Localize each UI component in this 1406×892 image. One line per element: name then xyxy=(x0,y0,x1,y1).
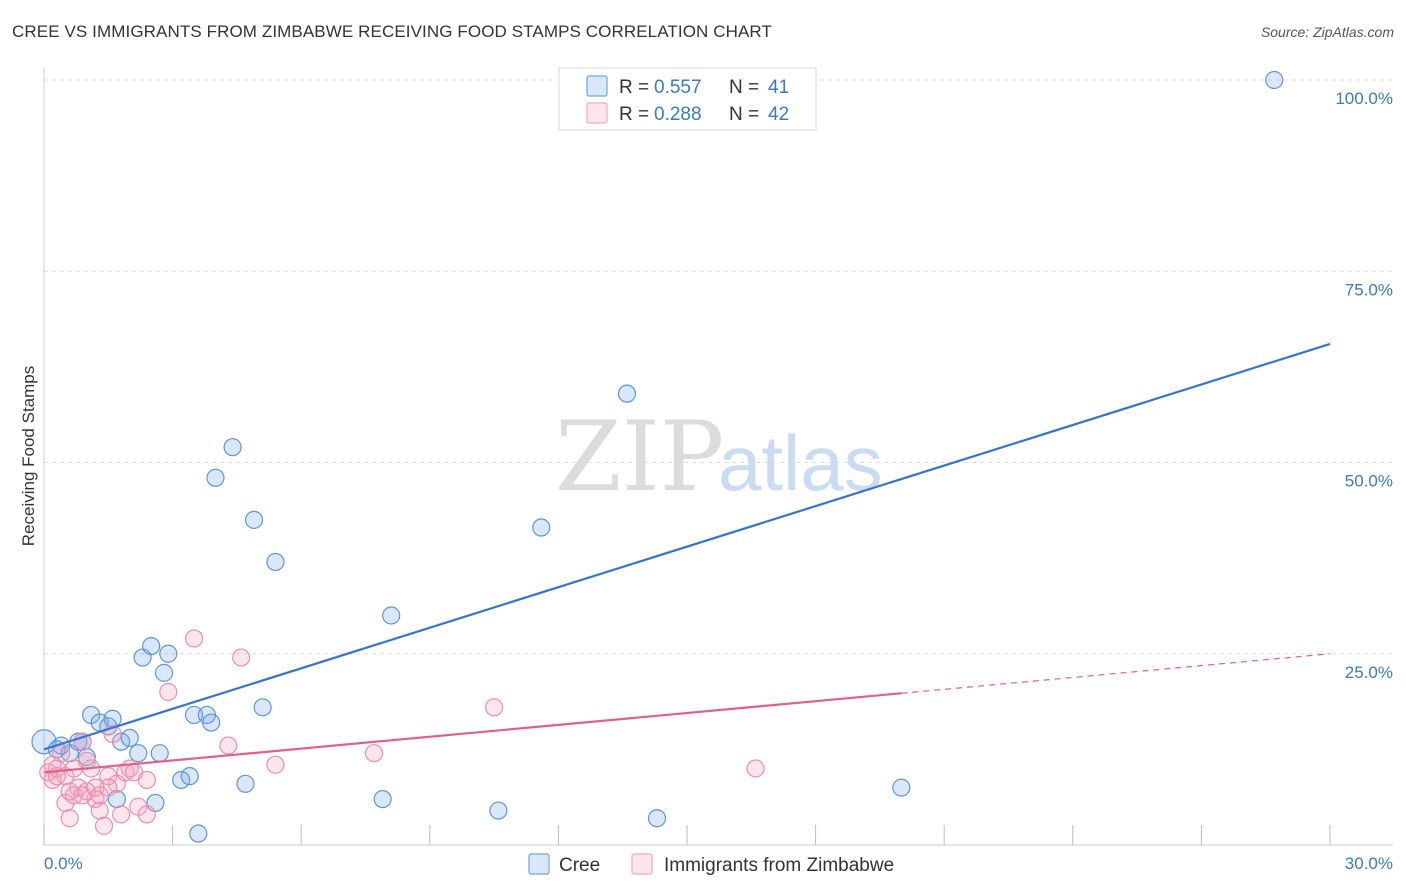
cree-point xyxy=(159,644,178,663)
cree-point xyxy=(892,778,911,797)
cree-point xyxy=(1265,70,1284,90)
cree-point xyxy=(206,468,225,487)
y-axis-label: Receiving Food Stamps xyxy=(19,366,38,546)
cree-point xyxy=(253,698,272,717)
y-tick-label: 25.0% xyxy=(1345,663,1393,682)
source-label: Source: ZipAtlas.com xyxy=(1260,24,1394,40)
zimbabwe-point xyxy=(124,763,144,782)
cree-point xyxy=(154,663,174,682)
cree-point xyxy=(382,606,401,625)
zimbabwe-point xyxy=(90,801,109,820)
zimbabwe-point xyxy=(99,778,118,797)
y-tick-label: 100.0% xyxy=(1335,89,1393,108)
tick-labels: 25.0% 50.0% 75.0% 100.0% 0.0% 30.0% xyxy=(44,89,1393,873)
legend-box xyxy=(558,67,817,131)
cree-point xyxy=(647,809,667,828)
legend-r-value-cree: 0.557 xyxy=(654,77,702,98)
legend-n-label-cree: N = xyxy=(729,77,759,98)
cree-points xyxy=(31,70,1284,843)
zimbabwe-point xyxy=(43,755,62,774)
legend-swatch-zimbabwe xyxy=(586,102,608,124)
legend-r-label-zimbabwe: R = xyxy=(619,104,649,125)
legend-top: R = 0.557 N = 41 R = 0.288 N = 42 xyxy=(558,67,817,131)
zimbabwe-point xyxy=(485,698,504,717)
legend-n-value-zimbabwe: 42 xyxy=(768,104,789,125)
cree-point xyxy=(266,552,285,572)
cree-point xyxy=(142,636,161,656)
legend-bottom-swatch-zimbabwe xyxy=(631,853,653,875)
watermark: ZIP atlas xyxy=(555,401,883,513)
legend-bottom: Cree Immigrants from Zimbabwe xyxy=(528,853,894,876)
cree-point xyxy=(223,438,242,457)
legend-swatch-cree xyxy=(586,75,608,97)
legend-n-value-cree: 41 xyxy=(768,77,789,98)
zimbabwe-point xyxy=(266,755,285,774)
cree-point xyxy=(489,801,508,820)
watermark-zip: ZIP xyxy=(555,401,724,513)
zimbabwe-point xyxy=(232,648,251,667)
y-tick-label: 75.0% xyxy=(1345,280,1393,299)
zimbabwe-point xyxy=(364,744,384,763)
zimbabwe-trend-line xyxy=(43,692,902,774)
cree-point xyxy=(244,510,264,529)
x-tick-label-min: 0.0% xyxy=(44,854,83,873)
legend-bottom-label-cree: Cree xyxy=(559,855,600,876)
cree-point xyxy=(129,744,148,763)
zimbabwe-point xyxy=(60,809,79,828)
trend-lines xyxy=(43,342,1331,774)
cree-point xyxy=(184,705,204,725)
cree-point xyxy=(150,744,169,763)
legend-r-value-zimbabwe: 0.288 xyxy=(654,104,702,125)
cree-point xyxy=(532,518,551,537)
cree-point xyxy=(236,774,255,793)
zimbabwe-point xyxy=(60,782,79,801)
cree-point xyxy=(189,824,208,843)
x-tick-label-max: 30.0% xyxy=(1345,854,1393,873)
watermark-atlas: atlas xyxy=(718,419,883,507)
gridlines xyxy=(44,79,1393,655)
cree-point xyxy=(172,770,191,790)
zimbabwe-point xyxy=(137,805,156,824)
zimbabwe-point xyxy=(159,682,178,702)
zimbabwe-point xyxy=(94,816,114,835)
legend-bottom-swatch-cree xyxy=(528,853,550,875)
legend-bottom-label-zimbabwe: Immigrants from Zimbabwe xyxy=(664,855,894,876)
zimbabwe-points xyxy=(39,629,765,835)
cree-trend-line xyxy=(43,342,1331,751)
chart-title: CREE VS IMMIGRANTS FROM ZIMBABWE RECEIVI… xyxy=(12,22,772,41)
cree-point xyxy=(180,767,199,786)
zimbabwe-trend-line-extension xyxy=(901,653,1331,694)
cree-point xyxy=(617,384,637,403)
legend-n-label-zimbabwe: N = xyxy=(729,104,759,125)
cree-point xyxy=(373,789,392,809)
legend-r-label-cree: R = xyxy=(619,77,649,98)
axes xyxy=(43,68,1393,846)
cree-point xyxy=(120,728,139,748)
y-tick-label: 50.0% xyxy=(1345,472,1393,491)
zimbabwe-point xyxy=(86,778,105,797)
zimbabwe-point xyxy=(184,629,204,648)
cree-point xyxy=(202,713,221,732)
zimbabwe-point xyxy=(112,805,131,824)
zimbabwe-point xyxy=(219,736,238,755)
zimbabwe-point xyxy=(746,759,765,778)
